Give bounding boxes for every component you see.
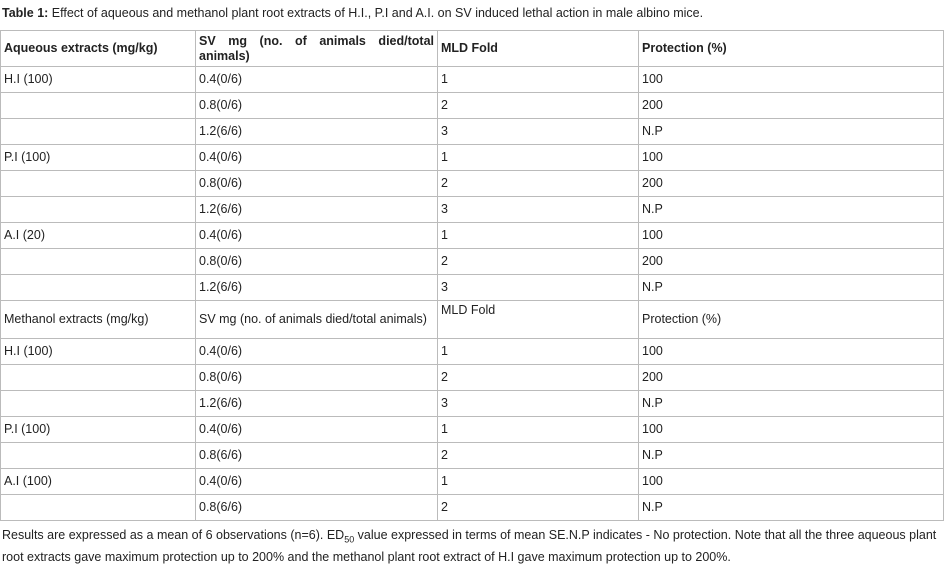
cell: 0.4(0/6) — [195, 468, 438, 495]
cell: 0.8(0/6) — [195, 92, 438, 119]
caption: Table 1: Effect of aqueous and methanol … — [2, 6, 703, 20]
empty-cell — [0, 442, 196, 469]
cell: 0.8(6/6) — [195, 442, 438, 469]
table-row: 0.8(6/6) 2 N.P — [0, 442, 944, 469]
empty-cell — [0, 170, 196, 197]
footnote: Results are expressed as a mean of 6 obs… — [2, 527, 942, 566]
header-cell: MLD Fold — [437, 300, 639, 339]
table-row: 0.8(0/6) 2 200 — [0, 170, 944, 197]
table-row: 0.8(0/6) 2 200 — [0, 364, 944, 391]
cell: 0.8(6/6) — [195, 494, 438, 521]
table-row: P.I (100) 0.4(0/6) 1 100 — [0, 416, 944, 443]
header-row: Methanol extracts (mg/kg) SV mg (no. of a… — [0, 300, 944, 339]
cell: 1 — [437, 416, 639, 443]
empty-cell — [0, 92, 196, 119]
table-row: H.I (100) 0.4(0/6) 1 100 — [0, 66, 944, 93]
cell: N.P — [638, 274, 944, 301]
cell: 2 — [437, 170, 639, 197]
cell: 2 — [437, 494, 639, 521]
header-cell: MLD Fold — [437, 30, 639, 67]
empty-cell — [0, 118, 196, 145]
header-cell: SV mg (no. of animals died/total animals… — [195, 300, 438, 339]
cell: N.P — [638, 118, 944, 145]
cell: N.P — [638, 196, 944, 223]
cell: 0.8(0/6) — [195, 364, 438, 391]
header-row: Aqueous extracts (mg/kg) SV mg (no. of an… — [0, 30, 944, 67]
cell: 200 — [638, 364, 944, 391]
header-cell: Aqueous extracts (mg/kg) — [0, 30, 196, 67]
footnote-text: Results are expressed as a mean of 6 obs… — [2, 528, 345, 542]
data-table: Aqueous extracts (mg/kg) SV mg (no. of an… — [0, 30, 944, 521]
table-row: 1.2(6/6) 3 N.P — [0, 196, 944, 223]
empty-cell — [0, 274, 196, 301]
cell: 0.4(0/6) — [195, 338, 438, 365]
cell: N.P — [638, 442, 944, 469]
cell: 0.4(0/6) — [195, 66, 438, 93]
table-row: P.I (100) 0.4(0/6) 1 100 — [0, 144, 944, 171]
cell: 1 — [437, 468, 639, 495]
cell: 3 — [437, 390, 639, 417]
header-cell: SV mg (no. of animals died/total animals… — [195, 30, 438, 67]
header-cell: Protection (%) — [638, 300, 944, 339]
extract-cell: P.I (100) — [0, 416, 196, 443]
extract-cell: A.I (100) — [0, 468, 196, 495]
table-row: 1.2(6/6) 3 N.P — [0, 118, 944, 145]
extract-cell: P.I (100) — [0, 144, 196, 171]
caption-label: Table 1: — [2, 6, 49, 20]
cell: 100 — [638, 468, 944, 495]
cell: 100 — [638, 66, 944, 93]
cell: 0.4(0/6) — [195, 144, 438, 171]
table-row: A.I (100) 0.4(0/6) 1 100 — [0, 468, 944, 495]
cell: 200 — [638, 92, 944, 119]
empty-cell — [0, 494, 196, 521]
header-cell: Protection (%) — [638, 30, 944, 67]
cell: 2 — [437, 364, 639, 391]
table-row: H.I (100) 0.4(0/6) 1 100 — [0, 338, 944, 365]
empty-cell — [0, 390, 196, 417]
cell: 1.2(6/6) — [195, 390, 438, 417]
cell: 100 — [638, 222, 944, 249]
cell: 1 — [437, 144, 639, 171]
table-row: A.I (20) 0.4(0/6) 1 100 — [0, 222, 944, 249]
cell: 1 — [437, 222, 639, 249]
empty-cell — [0, 364, 196, 391]
table-row: 1.2(6/6) 3 N.P — [0, 274, 944, 301]
cell: N.P — [638, 390, 944, 417]
cell: 1 — [437, 66, 639, 93]
cell: 200 — [638, 170, 944, 197]
table-row: 0.8(0/6) 2 200 — [0, 92, 944, 119]
cell: N.P — [638, 494, 944, 521]
footnote-text: value expressed in terms of mean SE.N.P … — [2, 528, 937, 564]
cell: 3 — [437, 274, 639, 301]
cell: 1 — [437, 338, 639, 365]
empty-cell — [0, 196, 196, 223]
cell: 100 — [638, 144, 944, 171]
extract-cell: H.I (100) — [0, 338, 196, 365]
empty-cell — [0, 248, 196, 275]
cell: 3 — [437, 196, 639, 223]
cell: 0.4(0/6) — [195, 222, 438, 249]
cell: 0.8(0/6) — [195, 170, 438, 197]
header-cell: Methanol extracts (mg/kg) — [0, 300, 196, 339]
caption-text: Effect of aqueous and methanol plant roo… — [48, 6, 704, 20]
extract-cell: A.I (20) — [0, 222, 196, 249]
cell: 3 — [437, 118, 639, 145]
cell: 2 — [437, 92, 639, 119]
table-row: 1.2(6/6) 3 N.P — [0, 390, 944, 417]
table-row: 0.8(6/6) 2 N.P — [0, 494, 944, 521]
cell: 1.2(6/6) — [195, 118, 438, 145]
cell: 1.2(6/6) — [195, 274, 438, 301]
cell: 2 — [437, 248, 639, 275]
cell: 2 — [437, 442, 639, 469]
extract-cell: H.I (100) — [0, 66, 196, 93]
cell: 100 — [638, 338, 944, 365]
cell: 1.2(6/6) — [195, 196, 438, 223]
cell: 100 — [638, 416, 944, 443]
footnote-sub: 50 — [344, 534, 355, 545]
cell: 0.4(0/6) — [195, 416, 438, 443]
table-row: 0.8(0/6) 2 200 — [0, 248, 944, 275]
cell: 0.8(0/6) — [195, 248, 438, 275]
cell: 200 — [638, 248, 944, 275]
